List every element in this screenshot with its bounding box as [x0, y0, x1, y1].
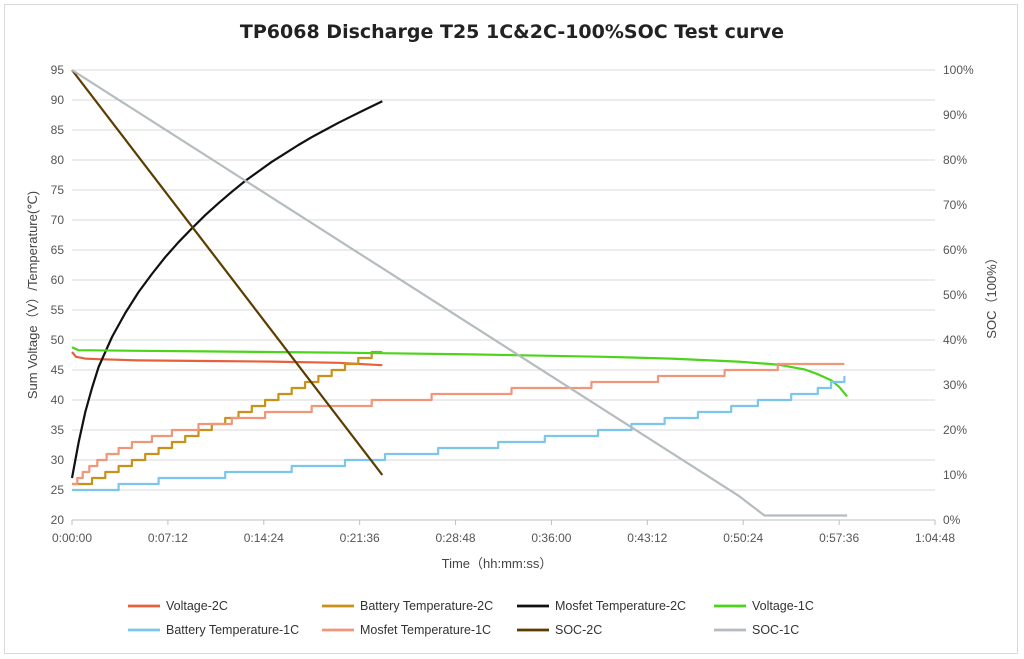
y-tick-label-left: 45 [51, 363, 65, 377]
y-tick-label-right: 90% [943, 108, 967, 122]
x-tick-label: 0:36:00 [531, 531, 571, 545]
legend: Voltage-2C Battery Temperature-2C Mosfet T… [128, 599, 814, 637]
y-tick-label-left: 30 [51, 453, 65, 467]
y-tick-label-left: 35 [51, 423, 65, 437]
legend-label-battery-temperature-2c: Battery Temperature-2C [360, 599, 493, 613]
y-tick-label-left: 50 [51, 333, 65, 347]
y-tick-label-left: 55 [51, 303, 65, 317]
y-tick-label-left: 80 [51, 153, 65, 167]
legend-label-voltage-2c: Voltage-2C [166, 599, 228, 613]
x-tick-label: 0:43:12 [627, 531, 667, 545]
y-tick-label-left: 40 [51, 393, 65, 407]
y-tick-label-left: 65 [51, 243, 65, 257]
y-axis-label-left: Sum Voltage（V）/Temperature(℃) [25, 191, 40, 399]
series-layer [70, 69, 848, 517]
y-tick-label-right: 30% [943, 378, 967, 392]
chart-title: TP6068 Discharge T25 1C&2C-100%SOC Test … [240, 21, 784, 43]
y-tick-label-right: 0% [943, 513, 961, 527]
y-tick-label-right: 10% [943, 468, 967, 482]
series-line-soc-2c [71, 69, 384, 476]
y-tick-label-left: 95 [51, 63, 65, 77]
y-tick-label-left: 60 [51, 273, 65, 287]
series-line-battery-temperature-2c [72, 350, 383, 486]
y-tick-label-right: 80% [943, 153, 967, 167]
legend-label-soc-2c: SOC-2C [555, 623, 602, 637]
y-tick-label-left: 85 [51, 123, 65, 137]
y-tick-label-left: 90 [51, 93, 65, 107]
x-tick-label: 0:00:00 [52, 531, 92, 545]
x-tick-label: 0:07:12 [148, 531, 188, 545]
series-line-voltage-1c [71, 346, 848, 398]
series-line-battery-temperature-1c [72, 376, 846, 492]
y-tick-label-left: 75 [51, 183, 65, 197]
series-line-soc-1c [71, 69, 848, 517]
y-tick-label-right: 60% [943, 243, 967, 257]
x-tick-label: 0:50:24 [723, 531, 763, 545]
legend-label-soc-1c: SOC-1C [752, 623, 799, 637]
x-axis-label: Time（hh:mm:ss） [442, 556, 553, 571]
y-tick-label-left: 70 [51, 213, 65, 227]
y-tick-label-right: 50% [943, 288, 967, 302]
y-axis-label-right: SOC（100%） [984, 251, 999, 338]
y-tick-label-right: 40% [943, 333, 967, 347]
x-tick-label: 0:57:36 [819, 531, 859, 545]
y-tick-label-left: 20 [51, 513, 65, 527]
y-tick-label-right: 70% [943, 198, 967, 212]
x-tick-label: 1:04:48 [915, 531, 955, 545]
series-line-mosfet-temperature-2c [70, 100, 383, 479]
y-tick-label-left: 25 [51, 483, 65, 497]
legend-label-mosfet-temperature-1c: Mosfet Temperature-1C [360, 623, 491, 637]
legend-label-battery-temperature-1c: Battery Temperature-1C [166, 623, 299, 637]
legend-label-mosfet-temperature-2c: Mosfet Temperature-2C [555, 599, 686, 613]
y-tick-label-right: 20% [943, 423, 967, 437]
x-tick-label: 0:14:24 [244, 531, 284, 545]
x-tick-label: 0:28:48 [436, 531, 476, 545]
y-tick-label-right: 100% [943, 63, 974, 77]
chart-frame [4, 4, 1018, 654]
series-line-voltage-2c [71, 351, 383, 367]
legend-label-voltage-1c: Voltage-1C [752, 599, 814, 613]
x-tick-label: 0:21:36 [340, 531, 380, 545]
gridlines [72, 69, 935, 521]
axes: 20 25 30 35 40 45 50 55 60 65 70 75 80 85 90 95 0% 10% 20%… [51, 63, 974, 545]
series-line-mosfet-temperature-1c [72, 362, 845, 486]
